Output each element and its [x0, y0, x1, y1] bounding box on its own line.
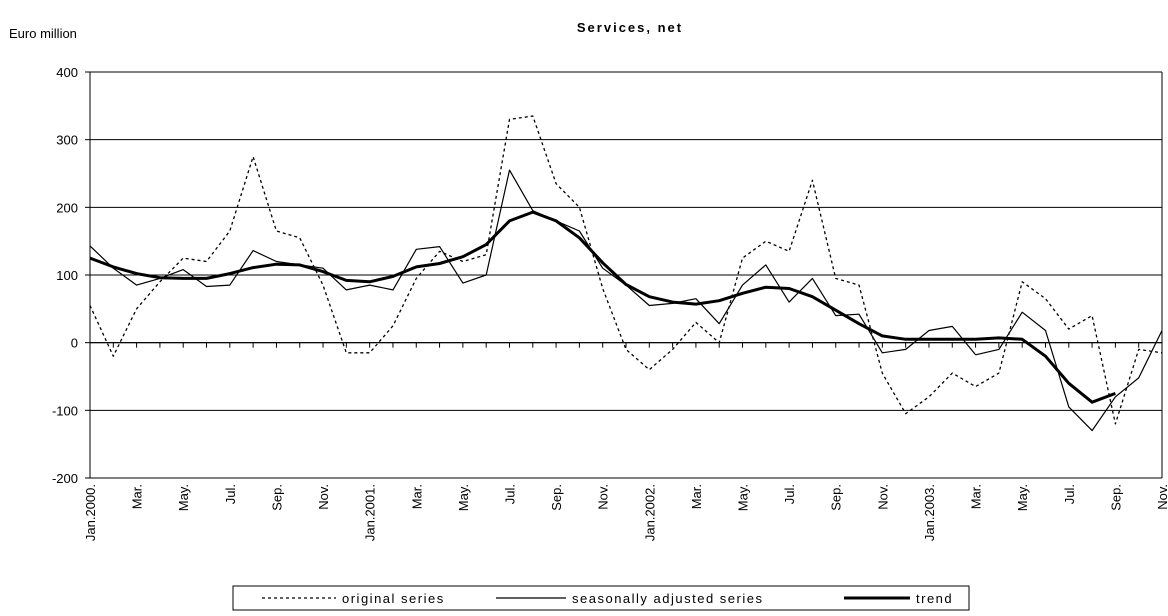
x-tick-label: Jul. — [782, 484, 797, 504]
y-tick-label: 0 — [71, 336, 78, 351]
x-tick-label: May. — [1015, 484, 1030, 511]
y-tick-label: 200 — [56, 200, 78, 215]
legend: original series seasonally adjusted serie… — [232, 585, 970, 611]
series-line — [89, 115, 1163, 425]
y-tick-label: -100 — [52, 403, 78, 418]
series-line — [89, 169, 1163, 432]
series-line — [89, 210, 1116, 404]
y-tick-label: 100 — [56, 268, 78, 283]
x-tick-label: Sep. — [269, 484, 284, 511]
x-tick-labels: Jan.2000. Mar. May. Jul. Sep. Nov. Jan.2001. Ma… — [83, 484, 1168, 541]
x-tick-label: Mar. — [689, 484, 704, 509]
y-tick-labels: 400 300 200 100 0 -100 -200 — [52, 65, 78, 486]
legend-label: seasonally adjusted series — [572, 591, 763, 606]
x-tick-label: Sep. — [549, 484, 564, 511]
x-tick-label: Jul. — [1062, 484, 1077, 504]
y-tick-label: 300 — [56, 133, 78, 148]
y-tick-label: -200 — [52, 471, 78, 486]
chart-title: Services, net — [577, 20, 683, 35]
gridlines — [90, 71, 1162, 479]
x-tick-label: Jan.2000. — [83, 484, 98, 541]
x-tick-label: Nov. — [875, 484, 890, 510]
x-tick-label: Mar. — [409, 484, 424, 509]
x-tick-label: Sep. — [829, 484, 844, 511]
x-tick-label: May. — [736, 484, 751, 511]
axes — [85, 71, 1163, 479]
x-tick-label: Jul. — [223, 484, 238, 504]
x-tick-label: Jul. — [502, 484, 517, 504]
x-tick-label: Jan.2001. — [363, 484, 378, 541]
x-tick-label: Nov. — [316, 484, 331, 510]
x-tick-label: Mar. — [969, 484, 984, 509]
x-tick-label: Sep. — [1108, 484, 1123, 511]
legend-label: trend — [916, 591, 953, 606]
x-tick-label: Nov. — [1155, 484, 1168, 510]
x-tick-label: Mar. — [130, 484, 145, 509]
series-lines — [89, 115, 1163, 432]
x-tick-label: Nov. — [596, 484, 611, 510]
legend-label: original series — [342, 591, 445, 606]
y-tick-label: 400 — [56, 65, 78, 80]
x-tick-label: Jan.2003. — [922, 484, 937, 541]
x-tick-label: May. — [456, 484, 471, 511]
x-tick-label: Jan.2002. — [642, 484, 657, 541]
y-axis-label: Euro million — [9, 26, 77, 41]
x-tick-label: May. — [176, 484, 191, 511]
